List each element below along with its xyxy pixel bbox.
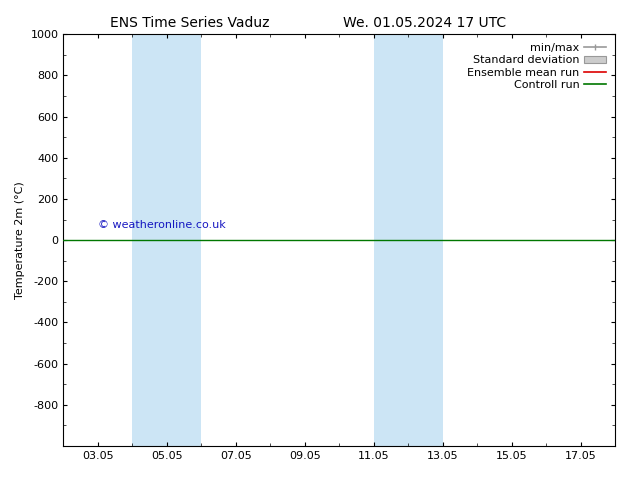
Text: © weatheronline.co.uk: © weatheronline.co.uk bbox=[98, 220, 226, 230]
Text: ENS Time Series Vaduz: ENS Time Series Vaduz bbox=[110, 16, 270, 30]
Y-axis label: Temperature 2m (°C): Temperature 2m (°C) bbox=[15, 181, 25, 299]
Bar bbox=[373, 34, 443, 446]
Bar bbox=[133, 34, 202, 446]
Legend: min/max, Standard deviation, Ensemble mean run, Controll run: min/max, Standard deviation, Ensemble me… bbox=[464, 40, 609, 93]
Text: We. 01.05.2024 17 UTC: We. 01.05.2024 17 UTC bbox=[343, 16, 507, 30]
